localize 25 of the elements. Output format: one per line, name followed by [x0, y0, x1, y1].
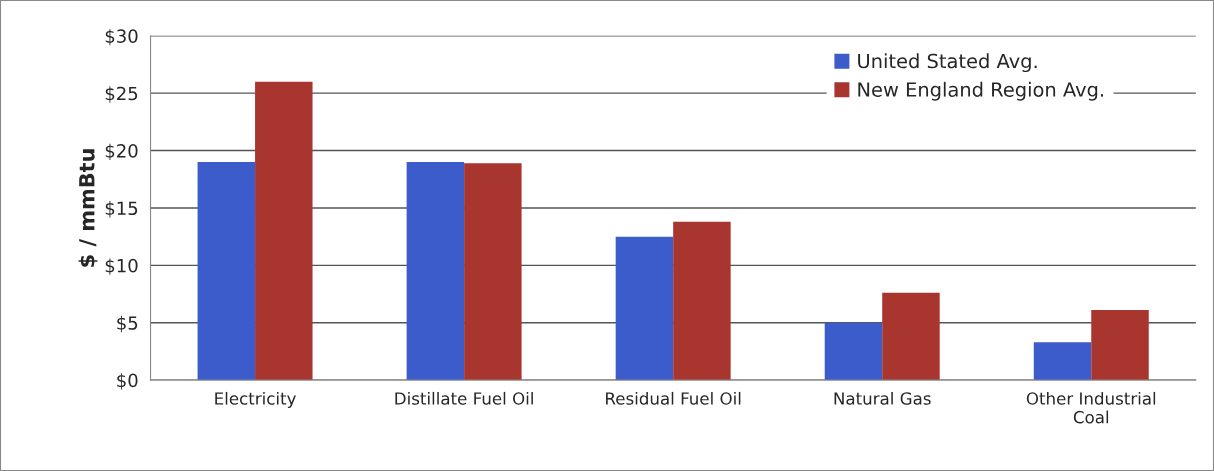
y-tick-label: $0 — [117, 373, 138, 390]
legend-label: United Stated Avg. — [858, 53, 1037, 73]
y-tick-label: $20 — [105, 143, 138, 161]
bar — [255, 81, 313, 381]
bar — [882, 292, 940, 381]
legend-label: New England Region Avg. — [858, 81, 1104, 101]
bar — [464, 163, 522, 381]
x-tick-label: Distillate Fuel Oil — [395, 391, 533, 405]
bar — [615, 236, 674, 381]
y-tick-label: $15 — [105, 201, 138, 218]
bar — [1091, 310, 1149, 381]
x-tick-label: Other Industrial Coal — [1026, 391, 1156, 424]
bar — [406, 162, 465, 381]
bar — [197, 162, 256, 381]
bar — [824, 322, 883, 381]
x-tick-label: Natural Gas — [834, 391, 931, 405]
x-tick-label: Electricity — [215, 391, 296, 409]
bar — [1033, 342, 1092, 381]
y-tick-label: $5 — [117, 315, 138, 333]
bar — [673, 221, 731, 381]
y-tick-label: $30 — [105, 28, 138, 46]
y-tick-label: $10 — [105, 258, 138, 275]
y-tick-label: $25 — [105, 86, 138, 103]
y-axis-title: $ / mmBtu — [78, 149, 98, 267]
x-tick-label: Residual Fuel Oil — [606, 391, 741, 405]
